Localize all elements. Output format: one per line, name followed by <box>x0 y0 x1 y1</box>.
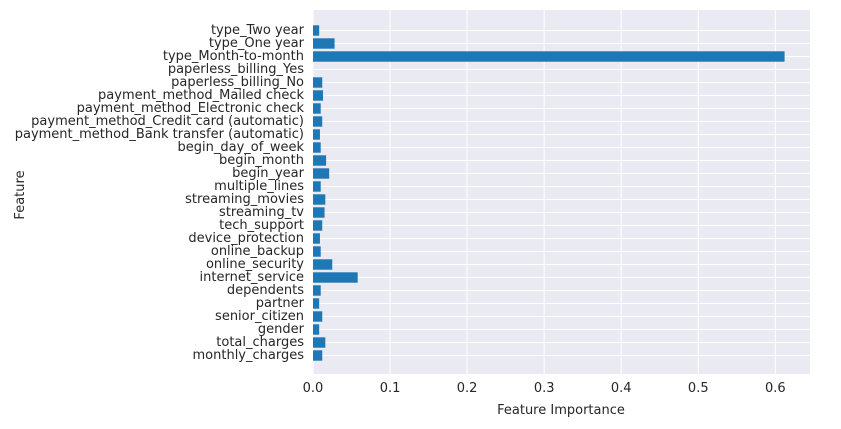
bar-multiple-lines <box>313 181 321 192</box>
bar-begin-year <box>313 168 330 179</box>
y-tick-label: total_charges <box>216 335 304 350</box>
bar-payment-method-bank-transfer-automatic- <box>313 129 320 140</box>
x-tick-label: 0.6 <box>765 381 786 396</box>
y-tick-label: paperless_billing_No <box>171 75 304 90</box>
x-tick-label: 0.3 <box>534 381 555 396</box>
y-tick-label: begin_year <box>232 166 305 181</box>
y-tick-label: device_protection <box>188 231 304 246</box>
y-tick-label: begin_month <box>219 153 304 168</box>
y-axis-label: Feature <box>13 170 28 219</box>
bar-total-charges <box>313 337 326 348</box>
y-tick-label: payment_method_Electronic check <box>77 101 305 116</box>
x-tick-label: 0.5 <box>688 381 709 396</box>
y-tick-label: streaming_movies <box>185 192 304 207</box>
y-tick-label: payment_method_Credit card (automatic) <box>31 114 304 129</box>
bar-begin-day-of-week <box>313 142 321 153</box>
y-tick-label: monthly_charges <box>193 348 305 363</box>
bar-online-backup <box>313 246 321 257</box>
bar-internet-service <box>313 272 358 283</box>
bar-begin-month <box>313 155 327 166</box>
y-tick-label: type_One year <box>209 36 305 51</box>
bar-payment-method-mailed-check <box>313 90 324 101</box>
x-tick-label: 0.0 <box>303 381 324 396</box>
y-tick-label: type_Month-to-month <box>163 49 304 64</box>
y-tick-label: paperless_billing_Yes <box>168 62 304 77</box>
y-tick-label: gender <box>258 322 305 337</box>
bar-tech-support <box>313 220 323 231</box>
bar-device-protection <box>313 233 320 244</box>
x-tick-label: 0.1 <box>380 381 401 396</box>
plot-background <box>313 10 810 374</box>
y-tick-label: payment_method_Mailed check <box>98 88 304 103</box>
bar-streaming-tv <box>313 207 325 218</box>
y-tick-label: payment_method_Bank transfer (automatic) <box>15 127 304 142</box>
bar-type-one-year <box>313 38 335 49</box>
y-tick-label: begin_day_of_week <box>178 140 305 155</box>
y-tick-label: online_backup <box>211 244 304 259</box>
bar-type-two-year <box>313 25 320 36</box>
bar-paperless-billing-no <box>313 77 323 88</box>
bar-type-month-to-month <box>313 51 785 62</box>
y-tick-label: partner <box>256 296 305 311</box>
bar-partner <box>313 298 320 309</box>
x-tick-label: 0.4 <box>611 381 632 396</box>
y-tick-label: senior_citizen <box>215 309 304 324</box>
x-tick-label: 0.2 <box>457 381 478 396</box>
bar-monthly-charges <box>313 350 323 361</box>
bar-online-security <box>313 259 333 270</box>
x-axis-label: Feature Importance <box>497 403 625 418</box>
y-tick-label: online_security <box>206 257 304 272</box>
bar-senior-citizen <box>313 311 323 322</box>
y-tick-label: type_Two year <box>211 23 305 38</box>
y-tick-label: multiple_lines <box>214 179 304 194</box>
y-tick-label: dependents <box>227 283 304 298</box>
y-tick-label: tech_support <box>219 218 304 233</box>
y-tick-label: streaming_tv <box>219 205 304 220</box>
bar-dependents <box>313 285 321 296</box>
bar-gender <box>313 324 320 335</box>
bar-payment-method-credit-card-automatic- <box>313 116 323 127</box>
bar-payment-method-electronic-check <box>313 103 321 114</box>
bar-streaming-movies <box>313 194 326 205</box>
y-tick-label: internet_service <box>200 270 304 285</box>
